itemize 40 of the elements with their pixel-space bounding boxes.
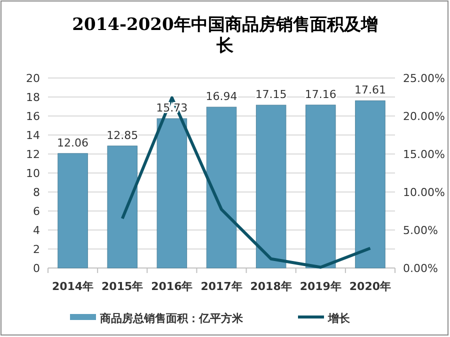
y2-tick-label: 10.00% <box>403 186 445 199</box>
x-tick-label: 2017年 <box>200 280 242 293</box>
bar <box>156 118 188 268</box>
x-tick-label: 2016年 <box>151 280 193 293</box>
y2-tick-label: 5.00% <box>403 224 438 237</box>
data-label: 16.94 <box>206 90 238 104</box>
data-label: 17.61 <box>354 84 386 97</box>
y-tick-label: 0 <box>33 262 40 275</box>
y-tick-label: 8 <box>33 186 40 199</box>
data-label: 12.06 <box>57 136 89 150</box>
bar <box>58 153 88 268</box>
x-tick-label: 2015年 <box>102 280 144 293</box>
y-tick-label: 2 <box>33 243 40 256</box>
y2-tick-label: 25.00% <box>403 72 445 85</box>
legend-label: 增长 <box>327 312 351 325</box>
data-label: 17.15 <box>255 88 287 102</box>
y-tick-label: 14 <box>26 129 40 142</box>
x-tick-label: 2014年 <box>52 280 94 293</box>
data-label: 12.85 <box>106 128 138 142</box>
y2-tick-label: 15.00% <box>403 148 445 161</box>
bar <box>355 100 386 268</box>
y-tick-label: 12 <box>26 148 40 161</box>
y-tick-label: 20 <box>26 72 40 85</box>
x-tick-label: 2019年 <box>300 280 342 293</box>
y-tick-label: 18 <box>26 91 40 104</box>
bar <box>107 146 138 268</box>
bar <box>206 106 237 268</box>
title: 2014-2020年中国商品房销售面积及增长 <box>72 15 378 56</box>
x-tick-label: 2020年 <box>349 280 392 293</box>
bar <box>256 104 286 268</box>
y-tick-label: 6 <box>33 205 40 218</box>
y-tick-label: 16 <box>26 110 40 123</box>
data-label: 17.16 <box>304 88 336 101</box>
x-tick-label: 2018年 <box>250 280 292 293</box>
y2-tick-label: 0.00% <box>403 262 438 275</box>
y-tick-label: 4 <box>33 224 40 237</box>
y2-tick-label: 20.00% <box>403 110 445 123</box>
bar <box>306 104 336 268</box>
legend-label: 商品房总销售面积：亿平方米 <box>99 312 244 325</box>
y-tick-label: 10 <box>26 167 40 180</box>
